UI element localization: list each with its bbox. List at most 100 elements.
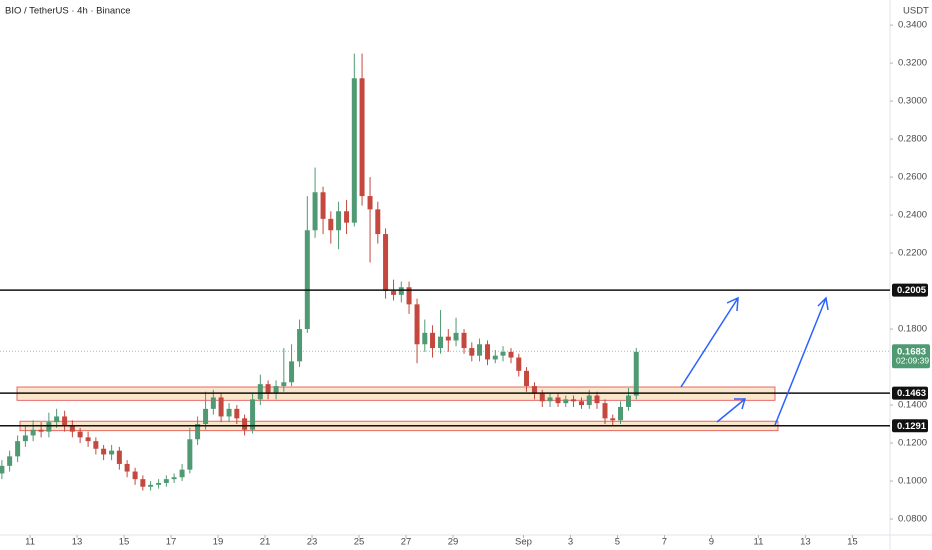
axis-unit: USDT [903, 6, 929, 17]
x-tick-label: 9 [709, 537, 714, 548]
candle [85, 431, 91, 447]
candle [485, 340, 491, 366]
level-label-box [892, 386, 928, 400]
candle-body [210, 397, 216, 409]
candle [571, 395, 577, 407]
current-price-label: 0.1683 [897, 346, 926, 357]
candle-body [586, 395, 592, 406]
y-tick-label: 0.0800 [898, 514, 927, 525]
x-tick-label: 7 [662, 537, 667, 548]
candle-body [140, 479, 146, 487]
candle-body [289, 361, 295, 383]
candle-body [163, 479, 169, 483]
candle-body [116, 450, 122, 464]
candle [187, 427, 193, 474]
candle [328, 211, 334, 244]
candle [492, 349, 498, 364]
candle-body [187, 439, 193, 470]
candle-body [445, 336, 451, 341]
candle [210, 389, 216, 415]
countdown-label: 02:09:39 [896, 356, 929, 366]
candle-body [391, 291, 397, 295]
candle [171, 473, 177, 483]
candle [242, 414, 248, 436]
x-tick-label: 13 [72, 537, 83, 548]
plot-area [0, 53, 890, 491]
candle [524, 367, 530, 392]
candle [320, 186, 326, 235]
candle-body [257, 384, 263, 400]
candle-body [500, 351, 506, 356]
x-tick-label: 15 [847, 537, 858, 548]
candle-body [524, 370, 530, 387]
candle-body [304, 230, 310, 330]
candle [438, 310, 444, 354]
arrow [680, 297, 739, 388]
candle-body [179, 469, 185, 478]
candle [610, 414, 616, 426]
candle [46, 412, 52, 438]
candle [508, 348, 514, 364]
candle-body [579, 401, 585, 406]
candle [383, 228, 389, 299]
candle-body [234, 408, 240, 419]
candle-body [22, 435, 28, 442]
candle-body [602, 403, 608, 419]
y-tick-label: 0.3200 [898, 58, 927, 69]
x-tick-label: 19 [213, 537, 224, 548]
candle-body [406, 287, 412, 305]
candle-body [422, 332, 428, 345]
candle-body [281, 382, 287, 387]
candle-body [93, 441, 99, 449]
candle [367, 177, 373, 263]
candle [124, 460, 130, 478]
candle-body [250, 399, 256, 430]
arrows [680, 296, 829, 426]
candle-body [171, 477, 177, 480]
candle-body [15, 441, 21, 457]
candle-body [633, 351, 639, 396]
level-label-box [892, 419, 928, 433]
candle [516, 353, 522, 377]
candle [532, 382, 538, 400]
x-tick-label: 29 [448, 537, 459, 548]
candle-body [203, 408, 209, 425]
level-label-box [892, 283, 928, 297]
x-tick-label: 3 [568, 537, 573, 548]
candle [359, 53, 365, 206]
candle-body [430, 332, 436, 349]
x-tick-label: 21 [260, 537, 271, 548]
candle-body [563, 399, 569, 404]
level-label: 0.2005 [897, 285, 927, 296]
candle [140, 475, 146, 491]
candle [579, 397, 585, 409]
candle-body [242, 418, 248, 430]
candle-body [85, 437, 91, 442]
candle-body [539, 393, 545, 402]
candle [375, 201, 381, 244]
candle-body [38, 429, 44, 432]
candle [195, 416, 201, 445]
candle [563, 395, 569, 407]
y-tick-label: 0.1800 [898, 324, 927, 335]
candle-body [492, 355, 498, 360]
candle-body [101, 448, 107, 455]
chart-title: BIO / TetherUS · 4h · Binance [5, 6, 131, 17]
candle [500, 346, 506, 362]
candle [273, 380, 279, 400]
y-tick-label: 0.2800 [898, 134, 927, 145]
candle [15, 435, 21, 463]
candle-body [30, 429, 36, 436]
candle-body [547, 397, 553, 402]
candle [602, 399, 608, 425]
candle [257, 374, 263, 406]
candle-body [226, 408, 232, 417]
arrow [716, 398, 746, 423]
candle-body [594, 395, 600, 404]
level-label: 0.1291 [897, 421, 927, 432]
x-tick-label: 15 [119, 537, 130, 548]
candle-body [7, 456, 13, 466]
candle-body [571, 399, 577, 402]
